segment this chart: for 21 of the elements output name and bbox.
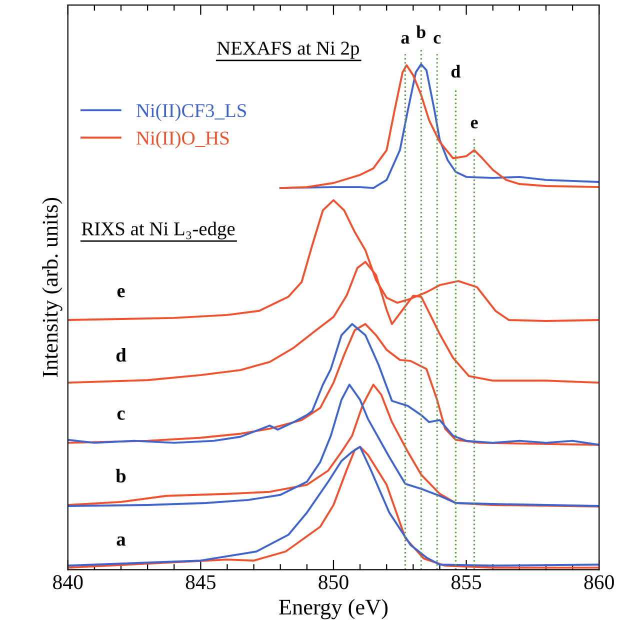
x-tick-label: 840: [53, 575, 83, 590]
annotation: b: [116, 468, 126, 483]
ref-line-label: a: [401, 35, 410, 44]
annotation: d: [116, 348, 126, 362]
annotation: e: [117, 288, 125, 298]
x-tick-label: 855: [451, 575, 482, 590]
ref-line-label: b: [416, 25, 426, 38]
annotation: a: [116, 536, 126, 546]
legend-label: Ni(II)O_HS: [136, 130, 229, 149]
y-axis-title: Intensity (arb. units): [42, 198, 62, 377]
x-tick-label: 860: [584, 575, 614, 590]
ref-line-label: d: [451, 64, 460, 78]
annotation: RIXS at Ni L₃-edge: [82, 222, 235, 240]
x-axis-title: Energy (eV): [279, 599, 388, 620]
x-tick-label: 850: [318, 575, 348, 590]
text: NEXAFS at Ni 2p: [217, 42, 359, 59]
ref-line-label: c: [434, 35, 441, 44]
ref-line-label: e: [470, 120, 478, 128]
legend-label: Ni(II)CF3_LS: [136, 103, 246, 122]
annotation: c: [117, 410, 125, 420]
x-tick-label: 845: [186, 575, 216, 590]
